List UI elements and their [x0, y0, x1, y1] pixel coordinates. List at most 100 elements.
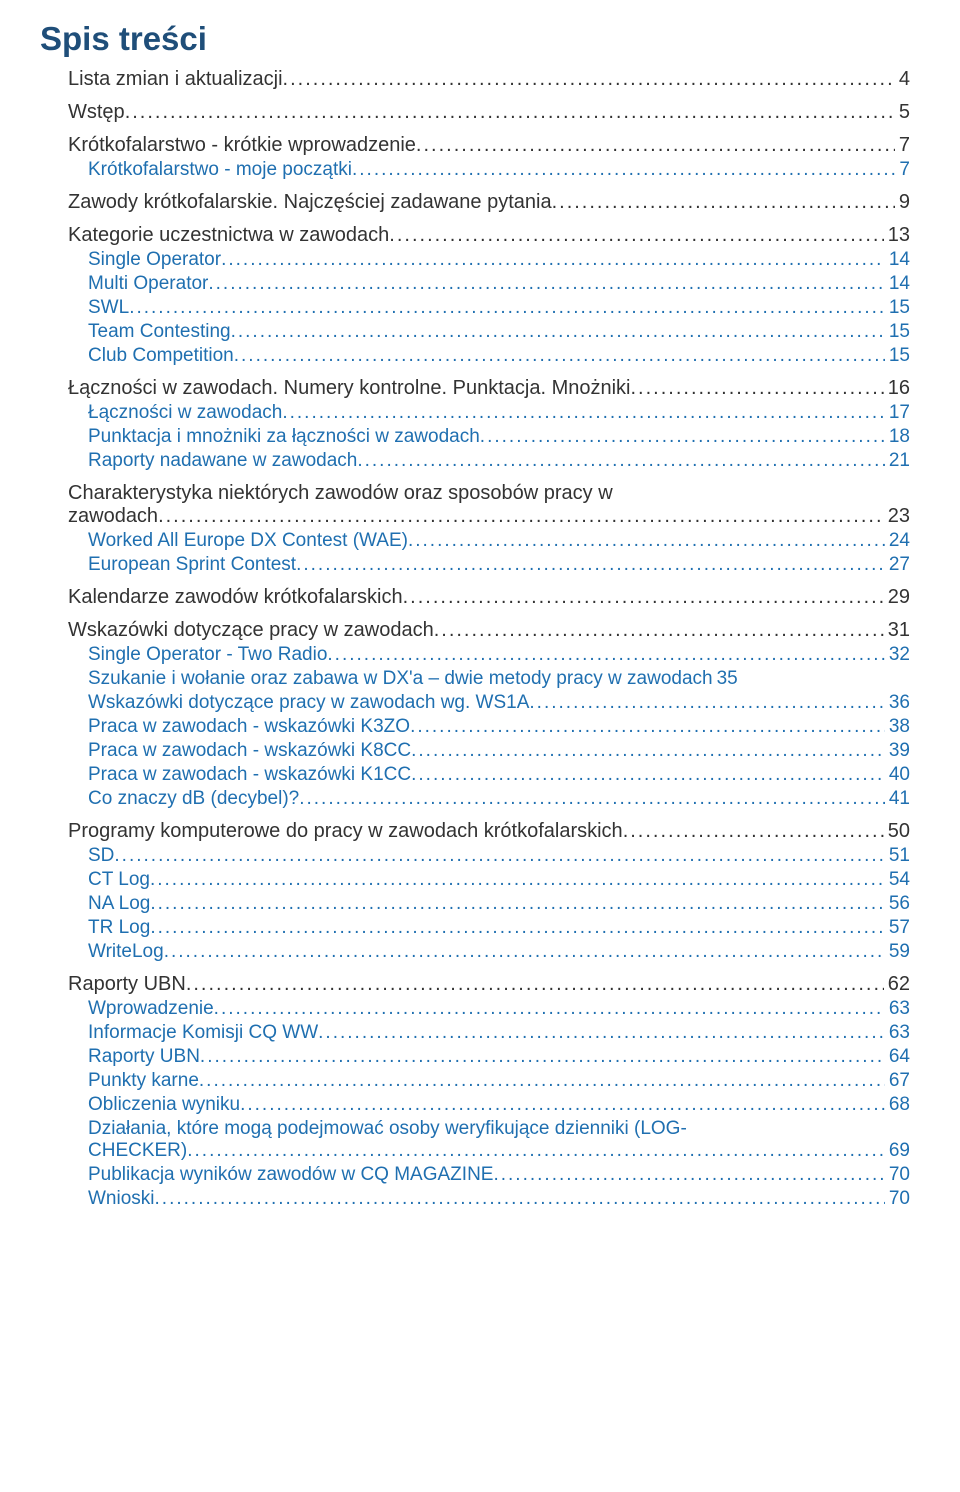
- toc-entry[interactable]: Single Operator - Two Radio32: [40, 644, 910, 666]
- toc-entry-page: 63: [885, 998, 910, 1020]
- toc-entry-label: Krótkofalarstwo - krótkie wprowadzenie: [68, 134, 416, 157]
- toc-entry-page: 16: [884, 377, 910, 400]
- toc-entry-page: 35: [713, 668, 738, 690]
- toc-leader-dots: [187, 1140, 885, 1162]
- toc-entry-label: Single Operator - Two Radio: [88, 644, 327, 666]
- toc-entry[interactable]: Wprowadzenie63: [40, 998, 910, 1020]
- toc-entry[interactable]: NA Log 56: [40, 893, 910, 915]
- toc-entry[interactable]: Wskazówki dotyczące pracy w zawodach31: [40, 619, 910, 642]
- toc-entry[interactable]: Łączności w zawodach17: [40, 402, 910, 424]
- toc-entry[interactable]: CT Log54: [40, 869, 910, 891]
- toc-entry-page: 62: [884, 973, 910, 996]
- toc-entry[interactable]: Programy komputerowe do pracy w zawodach…: [40, 820, 910, 843]
- toc-entry-label: Praca w zawodach - wskazówki K3ZO: [88, 716, 410, 738]
- toc-entry-label: Obliczenia wyniku: [88, 1094, 240, 1116]
- toc-entry[interactable]: Lista zmian i aktualizacji4: [40, 68, 910, 91]
- toc-entry[interactable]: Łączności w zawodach. Numery kontrolne. …: [40, 377, 910, 400]
- toc-leader-dots: [389, 224, 883, 247]
- toc-entry[interactable]: Kalendarze zawodów krótkofalarskich29: [40, 586, 910, 609]
- toc-entry[interactable]: Punktacja i mnożniki za łączności w zawo…: [40, 426, 910, 448]
- toc-leader-dots: [150, 917, 885, 939]
- toc-leader-dots: [158, 505, 884, 528]
- toc-entry[interactable]: zawodach23: [40, 505, 910, 528]
- toc-entry-page: 51: [885, 845, 910, 867]
- toc-entry-page: 9: [895, 191, 910, 214]
- toc-leader-dots: [234, 345, 885, 367]
- toc-entry-page: 40: [885, 764, 910, 786]
- toc-entry[interactable]: Raporty UBN64: [40, 1046, 910, 1068]
- toc-leader-dots: [299, 788, 885, 810]
- toc-entry-page: 70: [885, 1188, 910, 1210]
- toc-entry[interactable]: Raporty UBN62: [40, 973, 910, 996]
- toc-entry-label: NA Log: [88, 893, 150, 915]
- toc-leader-dots: [186, 973, 884, 996]
- toc-entry[interactable]: Zawody krótkofalarskie. Najczęściej zada…: [40, 191, 910, 214]
- toc-entry-label: Punkty karne: [88, 1070, 199, 1092]
- toc-entry-label: SD: [88, 845, 114, 867]
- toc-entry[interactable]: Szukanie i wołanie oraz zabawa w DX'a – …: [40, 668, 910, 690]
- toc-entry[interactable]: Charakterystyka niektórych zawodów oraz …: [40, 482, 910, 505]
- toc-entry-label: Łączności w zawodach. Numery kontrolne. …: [68, 377, 630, 400]
- toc-entry[interactable]: Praca w zawodach - wskazówki K1CC40: [40, 764, 910, 786]
- toc-entry-label: Zawody krótkofalarskie. Najczęściej zada…: [68, 191, 552, 214]
- toc-leader-dots: [416, 134, 895, 157]
- toc-entry[interactable]: European Sprint Contest 27: [40, 554, 910, 576]
- toc-entry-page: 70: [885, 1164, 910, 1186]
- toc-entry[interactable]: Praca w zawodach - wskazówki K8CC39: [40, 740, 910, 762]
- toc-entry[interactable]: Club Competition15: [40, 345, 910, 367]
- toc-leader-dots: [529, 692, 884, 714]
- toc-entry-page: 27: [885, 554, 910, 576]
- toc-entry[interactable]: WriteLog59: [40, 941, 910, 963]
- toc-entry-label: Lista zmian i aktualizacji: [68, 68, 283, 91]
- toc-entry[interactable]: SD 51: [40, 845, 910, 867]
- toc-leader-dots: [164, 941, 885, 963]
- toc-leader-dots: [129, 297, 885, 319]
- toc-entry-page: 56: [885, 893, 910, 915]
- toc-entry-label: Raporty UBN: [88, 1046, 200, 1068]
- toc-entry[interactable]: Multi Operator14: [40, 273, 910, 295]
- toc-entry[interactable]: Obliczenia wyniku68: [40, 1094, 910, 1116]
- toc-entry[interactable]: Raporty nadawane w zawodach21: [40, 450, 910, 472]
- toc-entry[interactable]: Kategorie uczestnictwa w zawodach13: [40, 224, 910, 247]
- toc-entry[interactable]: Wskazówki dotyczące pracy w zawodach wg.…: [40, 692, 910, 714]
- toc-entry-label: Single Operator: [88, 249, 221, 271]
- toc-entry-page: 31: [884, 619, 910, 642]
- toc-entry-page: 38: [885, 716, 910, 738]
- toc-leader-dots: [411, 740, 885, 762]
- toc-leader-dots: [352, 159, 895, 181]
- toc-entry[interactable]: Informacje Komisji CQ WW63: [40, 1022, 910, 1044]
- toc-entry-label: WriteLog: [88, 941, 164, 963]
- toc-entry[interactable]: Praca w zawodach - wskazówki K3ZO 38: [40, 716, 910, 738]
- toc-entry[interactable]: Wnioski 70: [40, 1188, 910, 1210]
- toc-entry-page: 15: [885, 297, 910, 319]
- toc-entry[interactable]: Krótkofalarstwo - krótkie wprowadzenie7: [40, 134, 910, 157]
- toc-leader-dots: [296, 554, 885, 576]
- toc-entry[interactable]: Single Operator14: [40, 249, 910, 271]
- toc-leader-dots: [552, 191, 895, 214]
- toc-entry-label: Charakterystyka niektórych zawodów oraz …: [68, 482, 613, 504]
- toc-entry[interactable]: SWL15: [40, 297, 910, 319]
- toc-entry-label: Informacje Komisji CQ WW: [88, 1022, 318, 1044]
- toc-entry[interactable]: Działania, które mogą podejmować osoby w…: [40, 1118, 910, 1140]
- toc-entry-page: 41: [885, 788, 910, 810]
- toc-entry-label: Wnioski: [88, 1188, 155, 1210]
- toc-entry[interactable]: Publikacja wyników zawodów w CQ MAGAZINE…: [40, 1164, 910, 1186]
- toc-entry[interactable]: TR Log57: [40, 917, 910, 939]
- toc-entry-label: Działania, które mogą podejmować osoby w…: [88, 1118, 687, 1139]
- toc-entry[interactable]: Wstęp5: [40, 101, 910, 124]
- toc-entry[interactable]: Krótkofalarstwo - moje początki7: [40, 159, 910, 181]
- toc-entry[interactable]: CHECKER) 69: [40, 1140, 910, 1162]
- toc-entry[interactable]: Team Contesting15: [40, 321, 910, 343]
- toc-entry-page: 39: [885, 740, 910, 762]
- toc-entry[interactable]: Co znaczy dB (decybel)? 41: [40, 788, 910, 810]
- toc-entry-label: CHECKER): [88, 1140, 187, 1162]
- toc-entry-page: 7: [895, 159, 910, 181]
- toc-leader-dots: [623, 820, 884, 843]
- toc-entry-label: European Sprint Contest: [88, 554, 296, 576]
- toc-leader-dots: [221, 249, 885, 271]
- toc-entry[interactable]: Worked All Europe DX Contest (WAE)24: [40, 530, 910, 552]
- toc-entry[interactable]: Punkty karne67: [40, 1070, 910, 1092]
- toc-entry-label: Co znaczy dB (decybel)?: [88, 788, 299, 810]
- toc-leader-dots: [231, 321, 885, 343]
- toc-entry-page: 69: [885, 1140, 910, 1162]
